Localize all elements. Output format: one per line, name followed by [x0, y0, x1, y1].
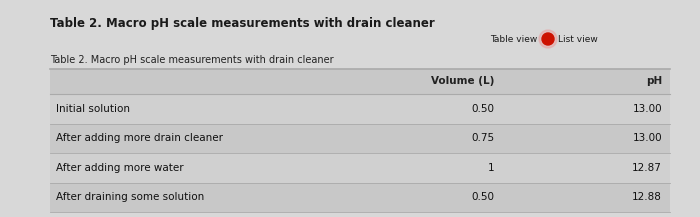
- Text: 13.00: 13.00: [632, 133, 662, 143]
- Bar: [50, 94, 670, 123]
- Text: 0.75: 0.75: [472, 133, 495, 143]
- Text: pH: pH: [645, 77, 662, 87]
- Text: List view: List view: [558, 35, 598, 43]
- Text: 1: 1: [488, 163, 495, 173]
- Text: 13.00: 13.00: [632, 104, 662, 114]
- Text: 0.50: 0.50: [472, 192, 495, 202]
- Text: Initial solution: Initial solution: [56, 104, 130, 114]
- Text: Table 2. Macro pH scale measurements with drain cleaner: Table 2. Macro pH scale measurements wit…: [50, 17, 435, 30]
- Bar: [50, 69, 670, 94]
- Text: Table 2. Macro pH scale measurements with drain cleaner: Table 2. Macro pH scale measurements wit…: [50, 55, 334, 65]
- Text: Volume (L): Volume (L): [431, 77, 495, 87]
- Bar: [50, 123, 670, 153]
- Text: 0.50: 0.50: [472, 104, 495, 114]
- Bar: [50, 182, 670, 212]
- Text: 12.88: 12.88: [632, 192, 662, 202]
- Text: After adding more water: After adding more water: [56, 163, 183, 173]
- Text: After draining some solution: After draining some solution: [56, 192, 204, 202]
- Bar: [50, 153, 670, 182]
- Text: After adding more drain cleaner: After adding more drain cleaner: [56, 133, 223, 143]
- Text: Table view: Table view: [490, 35, 538, 43]
- Circle shape: [539, 30, 557, 48]
- Text: 12.87: 12.87: [632, 163, 662, 173]
- Circle shape: [542, 33, 554, 45]
